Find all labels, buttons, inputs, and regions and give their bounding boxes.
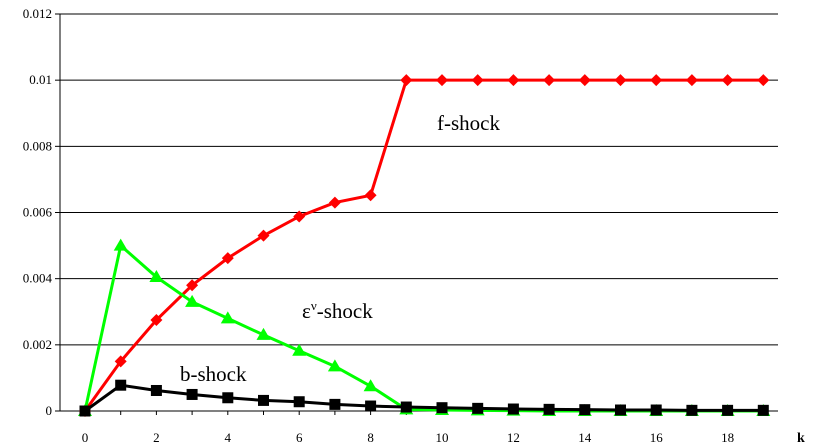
label-epsilon-base: ε [302,299,311,323]
data-point [757,404,769,416]
data-point [436,402,448,414]
y-tick-labels: 0 0.002 0.004 0.006 0.008 0.01 0.012 [23,6,53,418]
series-εν-shock [78,238,771,416]
data-point [650,404,662,416]
y-tick-label: 0.012 [23,6,52,21]
data-point [220,311,235,324]
x-tick-label: 8 [367,430,374,445]
data-point [186,279,199,292]
x-tick-label: 2 [153,430,160,445]
data-point [363,379,378,392]
data-point [722,404,734,416]
x-tick-label: 16 [650,430,664,445]
data-point [507,74,520,87]
data-point [113,238,128,251]
data-point [221,252,234,265]
data-point [150,314,163,327]
data-point [757,74,770,87]
y-tick-label: 0.004 [23,271,53,286]
data-point [471,74,484,87]
data-point [292,343,307,356]
data-point [364,189,377,202]
label-epsilon-rest: -shock [317,299,373,323]
data-point [472,402,484,414]
y-tick-label: 0.008 [23,138,52,153]
data-point [543,403,555,415]
label-epsilon-superscript: ν [311,298,317,313]
data-point [685,74,698,87]
x-tick-label: 12 [507,430,520,445]
data-point [615,404,626,416]
series-line [84,383,764,413]
data-point [149,270,164,283]
x-tick-label: 14 [578,430,592,445]
label-f-shock: f-shock [437,111,500,135]
data-point [115,379,127,391]
axes [55,13,778,415]
data-point [256,327,271,340]
y-tick-label: 0.002 [23,337,52,352]
data-point [400,74,413,87]
y-tick-label: 0.006 [23,205,53,220]
series-line [83,242,764,413]
series-f-shock [79,74,770,417]
data-point [257,229,270,242]
data-point [293,210,306,223]
data-point [186,388,198,400]
data-point [329,398,341,410]
data-point [114,355,127,368]
data-point [293,396,305,408]
x-tick-label: 6 [296,430,303,445]
data-point [79,405,91,417]
data-point [579,404,591,416]
data-point [365,400,377,412]
x-axis-title: k [797,431,805,446]
gridlines [60,13,778,346]
x-tick-label: 4 [225,430,232,445]
y-tick-label: 0 [46,403,53,418]
x-tick-labels: 0 2 4 6 8 10 12 14 16 18 [82,430,734,445]
label-b-shock: b-shock [180,362,247,386]
data-point [650,74,663,87]
data-point [328,196,341,209]
x-tick-label: 10 [436,430,449,445]
x-tick-label: 18 [721,430,734,445]
data-point [222,392,234,404]
data-point [507,403,519,415]
label-epsilon-shock: εν-shock [302,298,373,323]
series-layer [78,74,771,417]
data-point [543,74,556,87]
series-b-shock [79,379,769,417]
data-point [327,359,342,372]
data-point [185,294,200,307]
data-point [436,74,448,87]
data-point [258,394,269,406]
data-point [614,74,627,87]
data-point [578,74,591,87]
data-point [400,401,412,413]
x-tick-label: 0 [82,430,89,445]
y-tick-label: 0.01 [29,72,52,87]
data-point [150,384,162,396]
data-point [721,74,734,87]
data-point [686,404,698,416]
